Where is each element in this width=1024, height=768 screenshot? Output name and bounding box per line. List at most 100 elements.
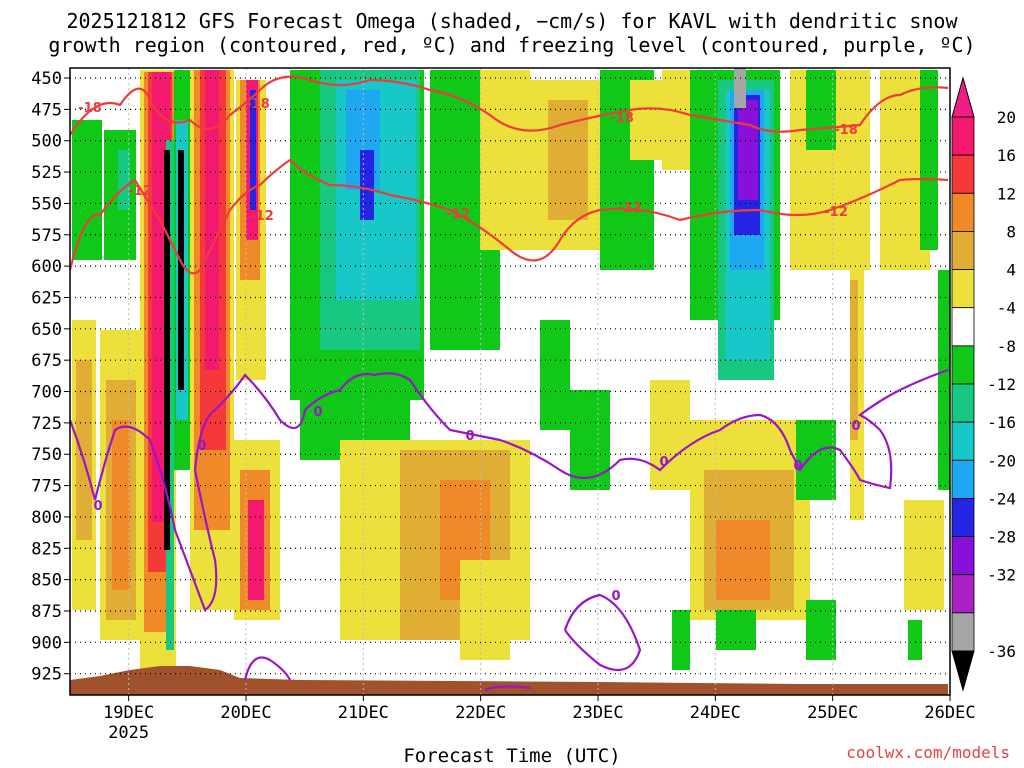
colorbar-label: 12 (997, 184, 1016, 203)
colorbar-label: -8 (997, 337, 1016, 356)
colorbar-label: -24 (987, 489, 1016, 508)
omega-region (248, 500, 264, 600)
y-axis: 450 475 500 525 550 575 600 625 650 675 700 725 750 7… (31, 69, 70, 685)
grid-lines (70, 68, 951, 695)
colorbar-bottom-arrow (951, 650, 975, 692)
terrain-shape (70, 666, 948, 695)
x-tick-label: 23DEC (572, 703, 623, 723)
omega-region (904, 500, 944, 610)
colorbar-label: -28 (987, 528, 1016, 547)
x-tick-label: 22DEC (455, 703, 506, 723)
contour-labels: -18 -18 -18 -18 -12 -12 -12 -12 -12 0 0 0 0 0 0 0 0 (78, 97, 860, 604)
y-tick-label: 600 (31, 257, 62, 277)
colorbar-swatch (951, 421, 975, 461)
contour-label: 0 (197, 439, 206, 454)
terrain-fill (70, 666, 948, 695)
credit-link[interactable]: coolwx.com/models (846, 743, 1010, 762)
colorbar-label: -16 (987, 413, 1016, 432)
contour-label: -12 (618, 201, 642, 216)
y-tick-label: 625 (31, 288, 62, 308)
chart-title-line1: 2025121812 GFS Forecast Omega (shaded, −… (66, 9, 958, 33)
contour-minus18 (69, 75, 949, 136)
colorbar-label: 20 (997, 108, 1016, 127)
omega-region (205, 70, 219, 370)
contour-zero-low (563, 593, 642, 672)
colorbar-label: 16 (997, 146, 1016, 165)
colorbar-swatch (951, 231, 975, 270)
colorbar-label: -4 (997, 299, 1016, 318)
colorbar-swatch (951, 498, 975, 537)
omega-region (850, 280, 858, 440)
y-tick-label: 575 (31, 226, 62, 246)
y-tick-label: 800 (31, 508, 62, 528)
colorbar-swatch (951, 459, 975, 499)
contour-zero-surface2 (484, 685, 531, 692)
y-tick-label: 450 (31, 69, 62, 89)
contour-label: 0 (611, 589, 620, 604)
contour-label: 0 (93, 499, 102, 514)
temperature-contours (68, 75, 949, 692)
colorbar-swatch (951, 612, 975, 652)
omega-region (938, 270, 950, 490)
y-tick-label: 925 (31, 665, 62, 685)
omega-region (118, 150, 130, 210)
omega-region (908, 620, 922, 660)
y-tick-label: 750 (31, 445, 62, 465)
omega-region (540, 320, 570, 430)
colorbar-swatch (951, 116, 975, 156)
colorbar-label: 4 (1006, 261, 1016, 280)
omega-region (250, 90, 256, 210)
colorbar-swatch (951, 192, 975, 232)
x-tick-label: 19DEC (103, 703, 154, 723)
contour-label: -18 (78, 101, 102, 116)
omega-region (72, 120, 102, 260)
omega-region (716, 610, 756, 650)
omega-region (178, 150, 184, 390)
y-tick-label: 500 (31, 132, 62, 152)
omega-region (480, 70, 530, 250)
contour-label: -18 (834, 123, 858, 138)
colorbar-swatch (951, 383, 975, 423)
y-tick-label: 475 (31, 100, 62, 120)
y-tick-label: 875 (31, 602, 62, 622)
omega-region (672, 610, 690, 670)
contour-label: 0 (851, 419, 860, 434)
contour-minus12 (68, 158, 949, 275)
colorbar-top-arrow (951, 76, 975, 118)
omega-region (570, 390, 610, 490)
omega-region (734, 68, 746, 108)
contour-zero-surface (243, 656, 291, 681)
contour-label: -12 (446, 207, 470, 222)
contour-label: -18 (610, 111, 634, 126)
omega-region (796, 420, 836, 500)
contour-label: -12 (824, 205, 848, 220)
omega-region (806, 600, 836, 660)
omega-region (650, 380, 690, 490)
x-axis-label: Forecast Time (UTC) (403, 745, 621, 767)
colorbar-swatch (951, 154, 975, 194)
colorbar-swatch (951, 536, 975, 576)
chart-title-line2: growth region (contoured, red, ºC) and f… (48, 33, 976, 57)
colorbar-swatch (951, 345, 975, 385)
y-tick-label: 850 (31, 571, 62, 591)
omega-region (548, 100, 588, 220)
y-tick-label: 650 (31, 320, 62, 340)
colorbar-label: 8 (1006, 222, 1016, 241)
contour-label: 0 (313, 405, 322, 420)
omega-region (76, 360, 92, 540)
colorbar: 20 16 12 8 4 -4 -8 -12 -16 -20 -24 -28 -32 -36 (951, 76, 1016, 692)
colorbar-swatch (951, 269, 975, 309)
x-tick-label: 21DEC (338, 703, 389, 723)
omega-region (460, 560, 510, 660)
colorbar-label: -20 (987, 451, 1016, 470)
x-tick-label: 25DEC (807, 703, 858, 723)
colorbar-label: -12 (987, 375, 1016, 394)
y-tick-label: 725 (31, 414, 62, 434)
y-tick-label: 700 (31, 383, 62, 403)
colorbar-swatch (951, 307, 975, 347)
colorbar-label: -36 (987, 642, 1016, 661)
y-tick-label: 525 (31, 163, 62, 183)
contour-label: -12 (128, 184, 152, 199)
x-tick-label: 26DEC (924, 703, 975, 723)
